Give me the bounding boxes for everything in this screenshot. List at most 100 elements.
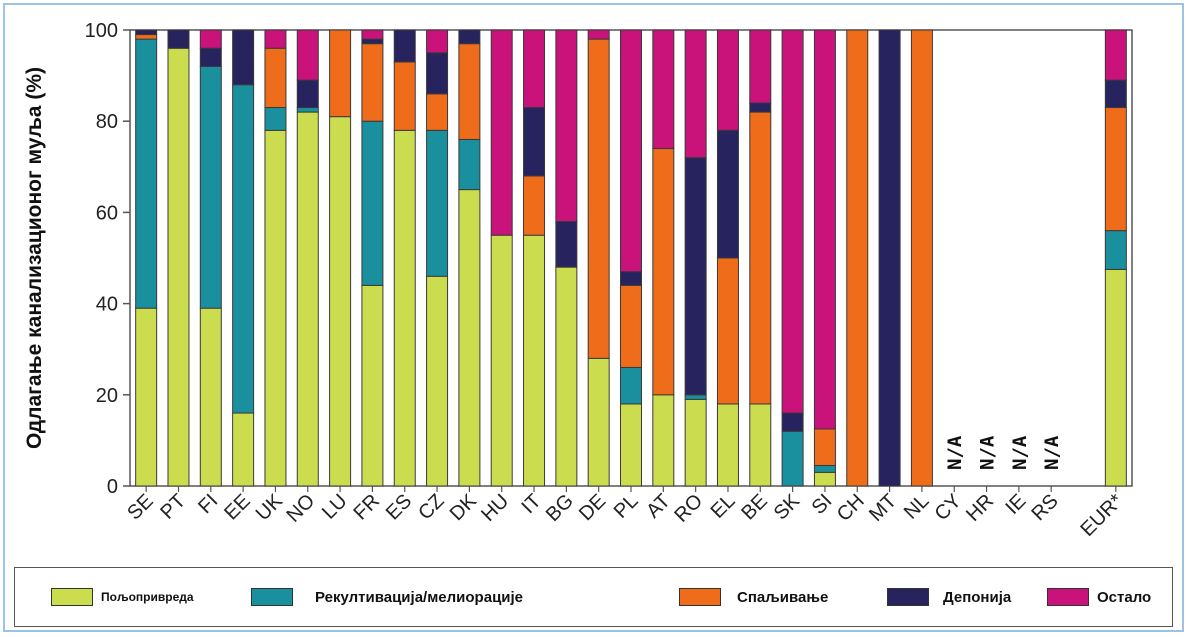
- bar-hu-11-series-4: [490, 29, 513, 236]
- bar-no-5-series-4: [296, 29, 319, 81]
- bar-bg-13-series-4: [555, 29, 578, 223]
- x-tick-label-lu-6: LU: [318, 490, 352, 524]
- bar-uk-4-series-2: [264, 47, 287, 109]
- x-tick-label-bg-13: BG: [542, 490, 578, 526]
- bar-cz-9-series-2: [426, 93, 449, 131]
- bar-cz-9-series-3: [426, 52, 449, 95]
- bar-fr-7-series-3: [361, 38, 384, 45]
- legend-item-agriculture: Пољопривреда: [51, 586, 194, 608]
- bar-sk-20-series-3: [781, 412, 804, 432]
- bar-at-16-series-4: [652, 29, 675, 150]
- x-tick-label-dk-10: DK: [446, 490, 482, 526]
- bar-de-14-series-0: [587, 357, 610, 487]
- bar-lu-6-series-2: [329, 29, 352, 118]
- bar-ro-17-series-3: [684, 157, 707, 396]
- bar-de-14-series-4: [587, 29, 610, 40]
- bar-uk-4-series-4: [264, 29, 287, 49]
- bar-no-5-series-0: [296, 111, 319, 487]
- x-tick-label-si-21: SI: [808, 490, 837, 519]
- bar-pt-1-series-0: [167, 47, 190, 487]
- bar-fr-7-series-1: [361, 120, 384, 286]
- legend-label-reclamation: Рекултивација/мелиорације: [315, 588, 524, 606]
- bar-eur-30-series-3: [1104, 79, 1127, 109]
- bar-se-0-series-1: [135, 38, 158, 309]
- bar-si-21-series-2: [813, 428, 836, 466]
- y-tick-label-2: 40: [96, 294, 118, 316]
- bar-el-18-series-4: [716, 29, 739, 131]
- x-tick-label-at-16: AT: [642, 490, 675, 523]
- bar-fr-7-series-2: [361, 43, 384, 122]
- bar-es-8-series-0: [393, 129, 416, 487]
- bar-at-16-series-0: [652, 394, 675, 487]
- legend-item-incineration: Спаљивање: [679, 586, 828, 608]
- bar-es-8-series-2: [393, 61, 416, 131]
- bar-pl-15-series-3: [620, 271, 642, 286]
- bar-fi-2-series-1: [199, 65, 222, 309]
- bar-be-19-series-3: [749, 102, 772, 113]
- bar-fi-2-series-4: [199, 29, 222, 49]
- annotation-na-cy-25: N/A: [944, 435, 966, 470]
- y-axis-label: Одлагање канализационог муља (%): [23, 67, 46, 449]
- bar-si-21-series-1: [813, 464, 836, 473]
- bar-bg-13-series-0: [555, 266, 578, 487]
- legend-item-reclamation: Рекултивација/мелиорације: [251, 586, 523, 608]
- bar-cz-9-series-1: [426, 129, 449, 277]
- bar-pl-15-series-0: [620, 403, 642, 487]
- bar-dk-10-series-1: [458, 138, 481, 191]
- legend-swatch-reclamation: [251, 588, 293, 606]
- bar-no-5-series-1: [296, 107, 319, 113]
- legend-swatch-incineration: [679, 588, 721, 606]
- bar-ro-17-series-0: [684, 398, 707, 487]
- bar-pl-15-series-1: [620, 366, 642, 405]
- bar-sk-20-series-4: [781, 29, 804, 414]
- x-tick-label-eur-30: EUR*: [1076, 490, 1127, 541]
- legend-label-incineration: Спаљивање: [737, 588, 829, 606]
- x-tick-label-hu-11: HU: [477, 490, 513, 526]
- bar-se-0-series-0: [135, 307, 158, 487]
- x-tick-label-cz-9: CZ: [414, 490, 448, 524]
- bar-it-12-series-2: [523, 175, 546, 236]
- bar-se-0-series-2: [135, 34, 158, 40]
- bar-ee-3-series-3: [232, 29, 255, 86]
- bar-pt-1-series-3: [167, 29, 190, 49]
- bar-si-21-series-4: [813, 29, 836, 430]
- bar-it-12-series-0: [523, 234, 546, 487]
- x-tick-label-el-18: EL: [707, 490, 740, 523]
- bar-dk-10-series-2: [458, 43, 481, 140]
- y-tick-label-1: 20: [96, 385, 118, 407]
- bar-pl-15-series-2: [620, 284, 642, 368]
- legend-label-other: Остало: [1097, 588, 1152, 606]
- bar-no-5-series-3: [296, 79, 319, 109]
- bar-nl-24-series-2: [910, 29, 933, 487]
- x-tick-label-ch-22: CH: [833, 490, 869, 526]
- x-tick-label-pt-1: PT: [156, 490, 190, 524]
- legend-swatch-landfill: [887, 588, 929, 606]
- x-tick-label-se-0: SE: [123, 490, 157, 524]
- x-tick-label-es-8: ES: [382, 490, 416, 524]
- bar-eur-30-series-2: [1104, 107, 1127, 232]
- x-tick-label-fi-2: FI: [194, 490, 222, 518]
- y-tick-label-0: 0: [107, 476, 118, 498]
- bar-at-16-series-2: [652, 148, 675, 396]
- bar-it-12-series-3: [523, 107, 546, 177]
- bar-si-21-series-0: [813, 471, 836, 487]
- legend-label-agriculture: Пољопривреда: [101, 590, 194, 604]
- bar-dk-10-series-0: [458, 189, 481, 487]
- bar-cz-9-series-0: [426, 275, 449, 487]
- bar-eur-30-series-1: [1104, 230, 1127, 270]
- annotation-na-hr-26: N/A: [977, 435, 999, 470]
- bar-uk-4-series-0: [264, 129, 287, 487]
- y-tick-label-5: 100: [85, 20, 118, 42]
- x-tick-label-de-14: DE: [575, 490, 610, 525]
- x-tick-label-no-5: NO: [283, 490, 320, 527]
- x-tick-label-ro-17: RO: [670, 490, 707, 527]
- bar-el-18-series-0: [716, 403, 739, 487]
- annotation-na-ie-27: N/A: [1009, 435, 1031, 470]
- bar-lu-6-series-0: [329, 116, 352, 487]
- x-tick-label-fr-7: FR: [350, 490, 384, 524]
- bar-el-18-series-2: [716, 257, 739, 405]
- bar-cz-9-series-4: [426, 29, 449, 54]
- bar-fr-7-series-0: [361, 284, 384, 487]
- stacked-bar-chart: 0 20 40 60 80 100 Одлагање канализационог муља…: [23, 20, 1133, 541]
- x-tick-label-uk-4: UK: [252, 490, 288, 526]
